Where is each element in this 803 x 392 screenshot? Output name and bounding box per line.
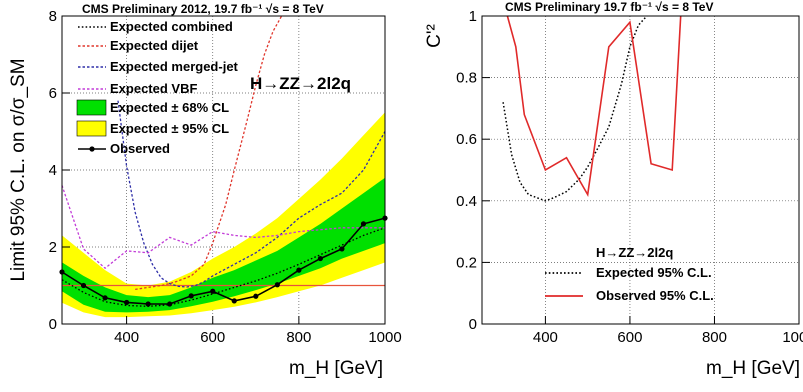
legend-observed: Observed xyxy=(78,141,170,156)
legend-68: Expected ± 68% CL xyxy=(76,99,229,116)
left-annotation: H→ZZ→2l2q xyxy=(250,74,351,93)
left-xlabel: m_H [GeV] xyxy=(289,358,383,379)
right-lines xyxy=(502,15,682,202)
left-lines xyxy=(59,15,388,307)
expected-merged-jet-line xyxy=(117,100,386,288)
right-xtick-label: 800 xyxy=(702,329,727,346)
right-ytick-label: 0.4 xyxy=(456,193,477,210)
right-ytick-label: 0.2 xyxy=(456,254,477,271)
left-ylabel: Limit 95% C.L. on σ/σ_SM xyxy=(8,58,29,281)
right-xtick-label: 1000 xyxy=(782,329,803,346)
left-ticks: 400 600 800 1000 0 2 4 6 8 xyxy=(49,8,402,346)
observed-line xyxy=(61,217,386,305)
legend-expected-merged-jet: Expected merged-jet xyxy=(78,59,239,74)
left-ytick-label: 4 xyxy=(49,162,57,179)
right-ylabel: C'² xyxy=(424,24,445,48)
legend-expected-vbf: Expected VBF xyxy=(78,81,197,96)
legend-expected-95: Expected 95% C.L. xyxy=(545,265,712,280)
observed-point xyxy=(317,255,323,262)
left-xtick-label: 600 xyxy=(200,329,225,346)
right-xtick-label: 400 xyxy=(533,329,558,346)
right-ytick-label: 0 xyxy=(469,316,477,333)
right-legend: H→ZZ→2l2q Expected 95% C.L. Observed 95% C… xyxy=(545,245,714,303)
observed-point xyxy=(124,299,130,306)
legend-expected-dijet: Expected dijet xyxy=(78,38,199,53)
legend-expected-merged-jet-label: Expected merged-jet xyxy=(110,59,239,74)
observed-point xyxy=(339,246,345,252)
right-legend-title: H→ZZ→2l2q xyxy=(596,245,673,260)
legend-observed-label: Observed xyxy=(110,141,170,156)
legend-expected-dijet-label: Expected dijet xyxy=(110,38,199,53)
left-panel: CMS Preliminary 2012, 19.7 fb⁻¹ √s = 8 T… xyxy=(8,2,402,379)
left-xtick-label: 1000 xyxy=(368,329,401,346)
left-xtick-label: 800 xyxy=(286,329,311,346)
observed-point xyxy=(80,282,87,289)
right-ticks: 400 600 800 1000 0 0.2 0.4 0.6 0.8 1 xyxy=(456,8,803,346)
right-ytick-label: 0.8 xyxy=(456,70,477,87)
legend-68-swatch xyxy=(76,99,107,116)
expected-dijet-line xyxy=(135,15,283,291)
left-ytick-label: 6 xyxy=(49,85,57,102)
left-ytick-label: 2 xyxy=(49,239,57,256)
right-ytick-label: 0.6 xyxy=(456,131,477,148)
observed-point xyxy=(274,282,280,288)
observed-point xyxy=(210,288,216,294)
observed-point xyxy=(253,293,259,299)
observed-point xyxy=(296,267,302,273)
left-header: CMS Preliminary 2012, 19.7 fb⁻¹ √s = 8 T… xyxy=(82,2,324,16)
observed-95-line xyxy=(506,15,682,198)
observed-point xyxy=(188,293,194,299)
left-ytick-label: 8 xyxy=(49,8,57,25)
legend-observed-95: Observed 95% C.L. xyxy=(545,288,714,303)
legend-expected-95-label: Expected 95% C.L. xyxy=(596,265,712,280)
right-panel: CMS Preliminary 19.7 fb⁻¹ √s = 8 TeV 400… xyxy=(424,0,803,379)
left-legend: Expected combined Expected dijet Expected … xyxy=(76,19,239,156)
left-xtick-label: 400 xyxy=(114,329,139,346)
right-ytick-label: 1 xyxy=(469,8,477,25)
observed-point xyxy=(102,295,108,301)
legend-68-label: Expected ± 68% CL xyxy=(110,100,229,115)
legend-95: Expected ± 95% CL xyxy=(76,120,229,137)
expected-vbf-line xyxy=(61,185,385,270)
legend-expected-vbf-label: Expected VBF xyxy=(110,81,197,96)
legend-expected-combined: Expected combined xyxy=(78,19,233,34)
right-header: CMS Preliminary 19.7 fb⁻¹ √s = 8 TeV xyxy=(505,0,713,14)
observed-point xyxy=(360,221,367,227)
legend-expected-combined-label: Expected combined xyxy=(110,19,233,34)
observed-point xyxy=(231,298,237,304)
legend-observed-95-label: Observed 95% C.L. xyxy=(596,288,714,303)
observed-point xyxy=(167,301,173,307)
legend-95-swatch xyxy=(76,120,107,137)
right-xlabel: m_H [GeV] xyxy=(706,358,800,379)
legend-observed-marker xyxy=(89,146,95,152)
legend-95-label: Expected ± 95% CL xyxy=(110,121,229,136)
observed-point xyxy=(145,301,151,307)
right-frame xyxy=(481,15,800,325)
right-xtick-label: 600 xyxy=(617,329,642,346)
left-ytick-label: 0 xyxy=(49,316,57,333)
